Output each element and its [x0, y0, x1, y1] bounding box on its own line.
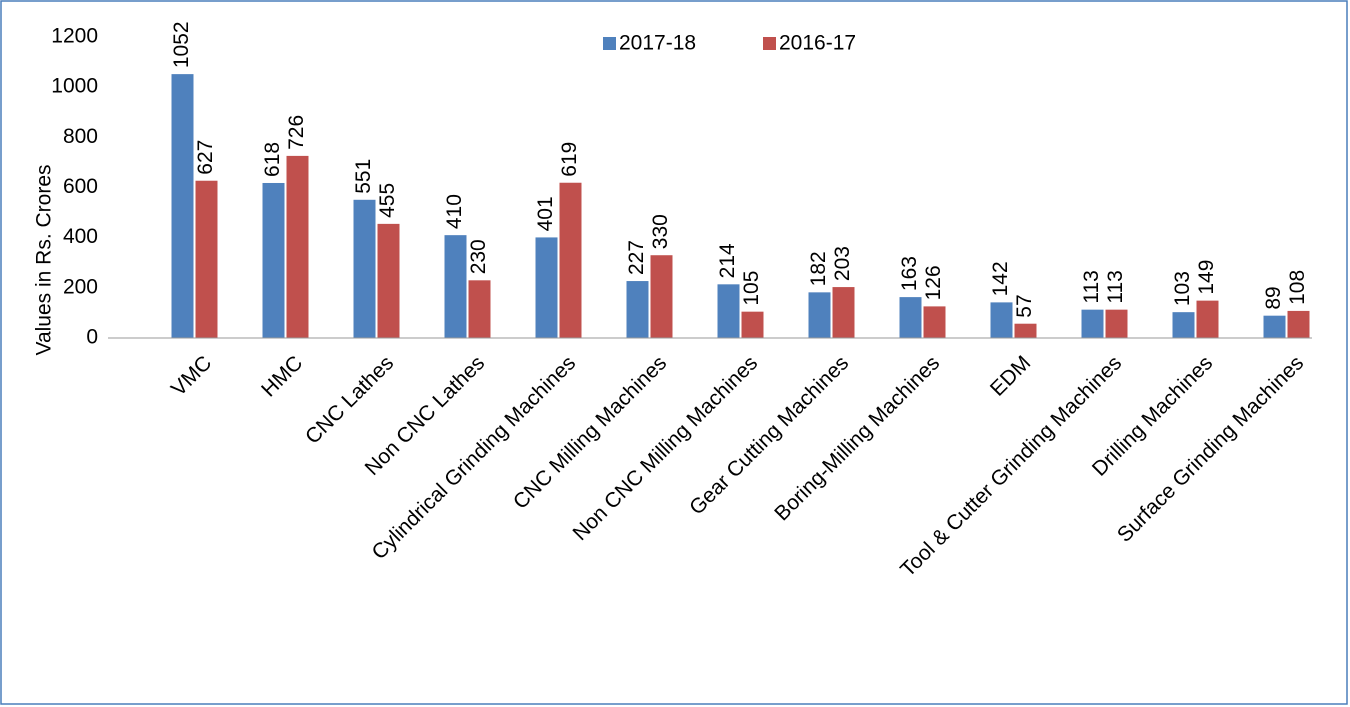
data-label: 113	[1080, 270, 1103, 303]
data-label: 455	[376, 183, 399, 218]
bar	[1196, 300, 1219, 338]
bar	[171, 74, 194, 338]
bar	[353, 199, 376, 338]
bar	[468, 280, 491, 338]
bar	[741, 311, 764, 338]
bar	[990, 302, 1013, 338]
bar	[1081, 309, 1104, 338]
data-label: 401	[534, 196, 557, 231]
data-label: 182	[807, 251, 830, 286]
bar	[808, 292, 831, 338]
data-label: 410	[443, 194, 466, 229]
y-axis-title: Values in Rs. Crores	[33, 164, 56, 355]
legend-swatch	[603, 37, 616, 50]
data-label: 113	[1104, 270, 1127, 303]
data-label: 230	[467, 239, 490, 274]
data-label: 105	[740, 271, 763, 306]
bar	[444, 235, 467, 338]
data-label: 330	[649, 214, 672, 249]
data-label: 103	[1171, 271, 1194, 306]
bar	[1287, 310, 1310, 338]
data-label: 142	[989, 261, 1012, 296]
data-label: 203	[831, 246, 854, 281]
bar	[1172, 312, 1195, 338]
bar	[377, 223, 400, 338]
bar	[650, 255, 673, 338]
data-label: 57	[1013, 294, 1036, 317]
data-label: 1052	[170, 21, 193, 68]
y-tick-label: 400	[63, 225, 98, 248]
bar	[832, 287, 855, 338]
legend-swatch	[763, 37, 776, 50]
y-tick-label: 800	[63, 125, 98, 148]
data-label: 149	[1195, 260, 1218, 295]
bar	[717, 284, 740, 338]
bar	[535, 237, 558, 338]
bar	[262, 182, 285, 338]
bar	[626, 281, 649, 338]
data-label: 551	[352, 159, 375, 194]
bar	[286, 155, 309, 338]
data-label: 163	[898, 256, 921, 291]
bar	[559, 182, 582, 338]
y-tick-label: 0	[86, 326, 98, 349]
data-label: 126	[922, 265, 945, 300]
data-label: 214	[716, 243, 739, 278]
data-label: 89	[1262, 286, 1285, 309]
bar	[1263, 315, 1286, 338]
y-tick-label: 1200	[51, 25, 98, 48]
y-tick-label: 200	[63, 275, 98, 298]
y-tick-label: 600	[63, 175, 98, 198]
y-tick-label: 1000	[51, 75, 98, 98]
data-label: 108	[1286, 270, 1309, 305]
bar	[899, 297, 922, 338]
bar	[923, 306, 946, 338]
data-label: 726	[285, 115, 308, 150]
data-label: 627	[194, 140, 217, 175]
legend-label: 2017-18	[619, 32, 696, 55]
bar	[1105, 309, 1128, 338]
legend-label: 2016-17	[779, 32, 856, 55]
bar	[1014, 323, 1037, 338]
bar	[195, 180, 218, 338]
data-label: 227	[625, 240, 648, 275]
data-label: 618	[261, 142, 284, 177]
data-label: 619	[558, 142, 581, 177]
